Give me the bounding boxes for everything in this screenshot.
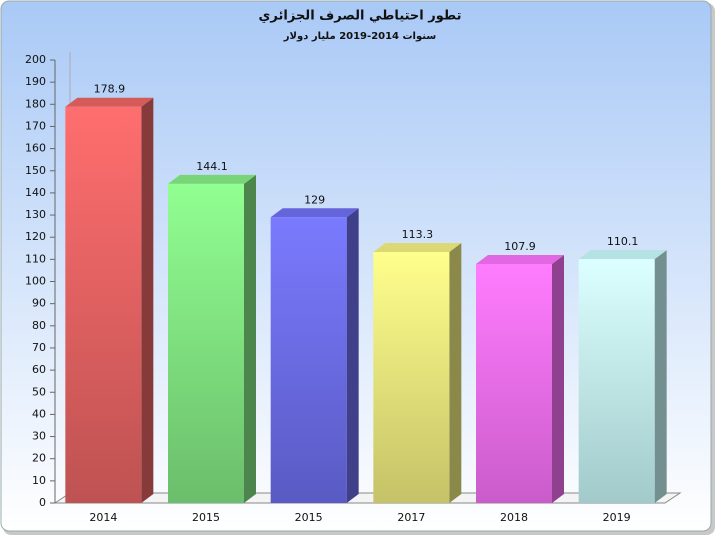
bar-top <box>270 208 359 218</box>
y-tick-label: 30 <box>32 430 46 443</box>
bar <box>65 106 142 503</box>
bar-top <box>65 97 154 107</box>
x-tick-label: 2015 <box>192 511 220 524</box>
y-tick-label: 60 <box>32 363 46 376</box>
bar-side <box>346 208 359 503</box>
bar-side <box>654 250 667 503</box>
value-label: 144.1 <box>196 160 228 173</box>
bar-side <box>141 97 154 503</box>
value-label: 113.3 <box>402 228 434 241</box>
y-tick-label: 100 <box>25 275 46 288</box>
y-tick-label: 50 <box>32 385 46 398</box>
bar-top <box>578 250 667 260</box>
y-tick-label: 0 <box>39 496 46 509</box>
y-tick-label: 90 <box>32 297 46 310</box>
value-label: 110.1 <box>607 235 639 248</box>
y-tick-label: 80 <box>32 319 46 332</box>
bar <box>476 264 552 503</box>
y-tick-label: 20 <box>32 452 46 465</box>
x-tick-label: 2018 <box>500 511 528 524</box>
y-tick-label: 10 <box>32 474 46 487</box>
bar-top <box>373 243 462 253</box>
bar <box>578 259 655 503</box>
chart-subtitle: سنوات 2014-2019 مليار دولار <box>283 31 437 42</box>
y-tick-label: 40 <box>32 407 46 420</box>
chart-title: تطور احتياطي الصرف الجزائري <box>259 9 462 24</box>
y-tick-label: 200 <box>25 53 46 66</box>
y-tick-label: 190 <box>25 75 46 88</box>
bar-side <box>244 174 256 504</box>
y-tick-label: 70 <box>32 341 46 354</box>
y-tick-label: 140 <box>25 186 46 199</box>
value-label: 107.9 <box>504 240 536 253</box>
y-tick-label: 130 <box>25 208 46 221</box>
y-tick-label: 160 <box>25 142 46 155</box>
value-label: 129 <box>304 193 325 206</box>
y-tick-label: 110 <box>25 252 46 265</box>
bar <box>373 252 450 503</box>
x-tick-label: 2015 <box>295 511 323 524</box>
y-tick-label: 170 <box>25 119 46 132</box>
x-tick-label: 2017 <box>397 511 425 524</box>
y-tick-label: 150 <box>25 164 46 177</box>
bar-side <box>552 255 564 503</box>
bar-side <box>449 243 462 503</box>
bar <box>168 183 244 504</box>
y-tick-label: 180 <box>25 97 46 110</box>
value-label: 178.9 <box>94 83 126 96</box>
bar <box>270 217 347 503</box>
x-tick-label: 2019 <box>603 511 631 524</box>
y-tick-label: 120 <box>25 230 46 243</box>
bar-top <box>168 174 256 184</box>
bar-top <box>476 255 564 265</box>
x-tick-label: 2014 <box>89 511 117 524</box>
